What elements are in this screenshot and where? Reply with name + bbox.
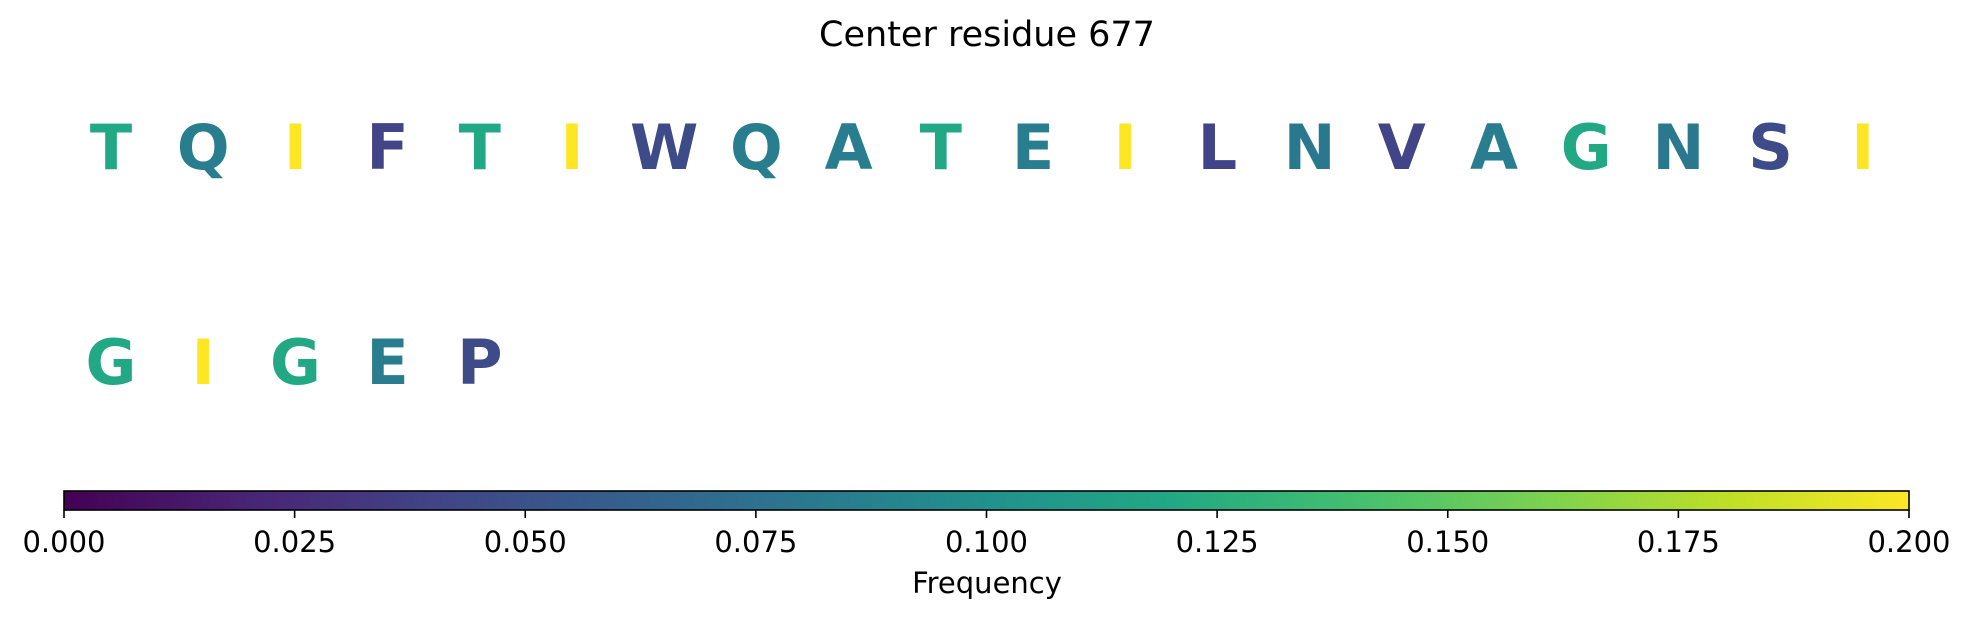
residue-letter: Q bbox=[177, 111, 230, 184]
residue-letter: S bbox=[1748, 111, 1793, 184]
colorbar-ticks: 0.000 0.025 0.050 0.075 0.100 0.125 0.150 0.175… bbox=[22, 510, 1951, 559]
residue-letter: T bbox=[90, 111, 132, 184]
colorbar-tick-label: 0.100 bbox=[945, 525, 1028, 559]
residue-letter: V bbox=[1378, 111, 1426, 184]
residue-letter: N bbox=[1284, 111, 1336, 184]
residue-letter: I bbox=[192, 326, 215, 399]
colorbar-label: Frequency bbox=[912, 566, 1062, 600]
residue-letter: F bbox=[366, 111, 408, 184]
chart-title: Center residue 677 bbox=[819, 15, 1155, 55]
residue-letter: P bbox=[457, 326, 502, 399]
colorbar-tick-label: 0.025 bbox=[253, 525, 336, 559]
residue-letter: G bbox=[270, 326, 321, 399]
colorbar-tick-label: 0.075 bbox=[714, 525, 797, 559]
residue-letter: N bbox=[1652, 111, 1704, 184]
residue-letter: W bbox=[630, 111, 698, 184]
residue-letter: T bbox=[920, 111, 962, 184]
colorbar-tick-label: 0.125 bbox=[1176, 525, 1259, 559]
residue-letter: I bbox=[1114, 111, 1137, 184]
residue-letter: Q bbox=[730, 111, 783, 184]
residue-letter: I bbox=[560, 111, 583, 184]
colorbar-tick-label: 0.050 bbox=[484, 525, 567, 559]
colorbar: 0.000 0.025 0.050 0.075 0.100 0.125 0.150 0.175… bbox=[22, 490, 1951, 600]
residue-letter: A bbox=[1470, 111, 1518, 184]
residue-letter: I bbox=[1851, 111, 1874, 184]
residue-letter: G bbox=[1561, 111, 1612, 184]
colorbar-tick-label: 0.175 bbox=[1637, 525, 1720, 559]
residue-letter: A bbox=[825, 111, 873, 184]
colorbar-tick-label: 0.200 bbox=[1867, 525, 1950, 559]
colorbar-tick-label: 0.150 bbox=[1406, 525, 1489, 559]
residue-letter: E bbox=[366, 326, 408, 399]
residue-letter: G bbox=[86, 326, 137, 399]
residue-letters: T Q I F T I W Q A T E I L N V A G N S IG I G E P bbox=[86, 111, 1875, 399]
residue-letter: L bbox=[1198, 111, 1238, 184]
colorbar-tick-label: 0.000 bbox=[22, 525, 105, 559]
residue-letter: E bbox=[1012, 111, 1054, 184]
colorbar-gradient bbox=[64, 491, 1909, 510]
residue-letter: I bbox=[284, 111, 307, 184]
residue-letter: T bbox=[459, 111, 501, 184]
